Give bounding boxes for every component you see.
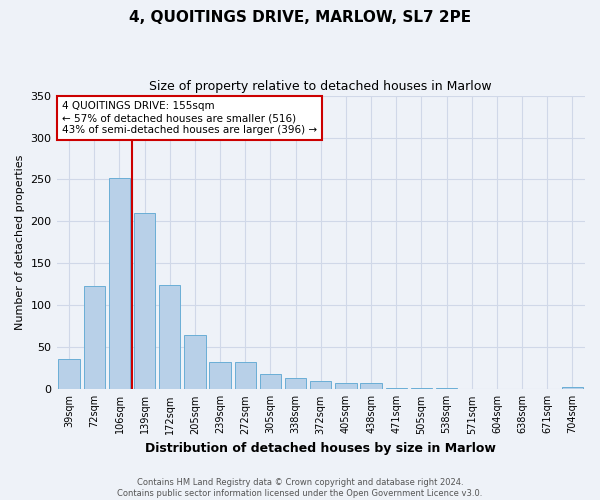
Bar [235, 362, 256, 390]
Title: Size of property relative to detached houses in Marlow: Size of property relative to detached ho… [149, 80, 492, 93]
Bar [335, 382, 356, 390]
Bar [361, 382, 382, 390]
Bar [285, 378, 307, 390]
Bar [411, 388, 432, 390]
Bar [184, 335, 206, 390]
Bar [209, 362, 231, 390]
Bar [562, 387, 583, 390]
Bar [310, 381, 331, 390]
Bar [134, 213, 155, 390]
Text: Contains HM Land Registry data © Crown copyright and database right 2024.
Contai: Contains HM Land Registry data © Crown c… [118, 478, 482, 498]
Y-axis label: Number of detached properties: Number of detached properties [15, 154, 25, 330]
Bar [83, 286, 105, 390]
Text: 4, QUOITINGS DRIVE, MARLOW, SL7 2PE: 4, QUOITINGS DRIVE, MARLOW, SL7 2PE [129, 10, 471, 25]
X-axis label: Distribution of detached houses by size in Marlow: Distribution of detached houses by size … [145, 442, 496, 455]
Bar [436, 388, 457, 390]
Bar [109, 178, 130, 390]
Bar [58, 359, 80, 390]
Bar [260, 374, 281, 390]
Bar [386, 388, 407, 390]
Text: 4 QUOITINGS DRIVE: 155sqm
← 57% of detached houses are smaller (516)
43% of semi: 4 QUOITINGS DRIVE: 155sqm ← 57% of detac… [62, 102, 317, 134]
Bar [159, 285, 181, 390]
